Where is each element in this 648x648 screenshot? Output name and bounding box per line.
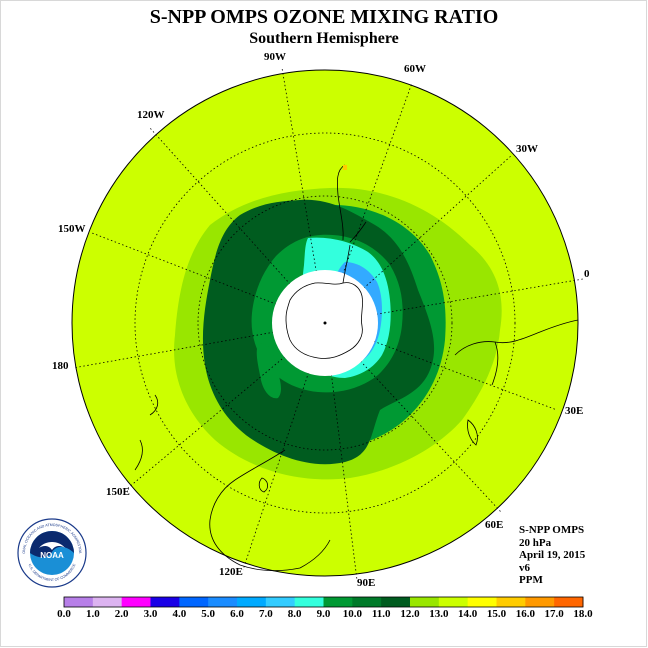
color-bar-tick-label: 0.0	[57, 608, 71, 620]
color-bar-tick-label: 7.0	[258, 608, 273, 620]
lon-label-90e: 90E	[357, 577, 376, 589]
color-bar-tick-label: 18.0	[573, 608, 593, 620]
lon-label-90w: 90W	[264, 51, 286, 63]
color-bar-tick-label: 14.0	[458, 608, 478, 620]
lon-label-0: 0	[584, 268, 590, 280]
map-boundary	[71, 69, 579, 577]
info-version: v6	[519, 561, 530, 574]
lon-label-150e: 150E	[106, 486, 130, 498]
new-zealand	[134, 439, 143, 471]
pole-marker	[323, 321, 327, 325]
color-bar-tick-label: 2.0	[114, 608, 129, 620]
lon-label-120w: 120W	[137, 109, 165, 121]
lon-label-60e: 60E	[485, 519, 504, 531]
south-america-coast	[337, 164, 346, 241]
lon-label-150w: 150W	[58, 223, 86, 235]
lon-label-30e: 30E	[565, 405, 584, 417]
color-bar-tick-label: 13.0	[429, 608, 449, 620]
lon-label-120e: 120E	[219, 566, 243, 578]
info-units: PPM	[519, 574, 543, 586]
africa-coast	[454, 319, 579, 356]
new-zealand-2	[149, 394, 159, 416]
africa-coast-2	[491, 341, 499, 386]
info-level: 20 hPa	[519, 536, 552, 549]
info-date: April 19, 2015	[519, 549, 586, 561]
lon-label-60w: 60W	[404, 63, 426, 75]
color-bar-tick-label: 1.0	[85, 608, 100, 620]
color-bar-tick-label: 6.0	[230, 608, 244, 620]
color-bar-tick-label: 12.0	[400, 608, 420, 620]
south-america-coast-2	[349, 221, 367, 243]
color-bar-tick-label: 4.0	[172, 608, 187, 620]
antarctic-peninsula	[342, 244, 351, 284]
color-bar-tick-label: 11.0	[371, 608, 391, 620]
info-instrument: S-NPP OMPS	[519, 524, 585, 536]
australia-coast-2	[299, 539, 331, 569]
lon-label-180: 180	[52, 360, 69, 372]
color-bar-tick-label: 5.0	[201, 608, 216, 620]
lon-label-30w: 30W	[516, 143, 538, 155]
tasmania	[258, 477, 268, 493]
noaa-logo-text: NOAA	[40, 551, 64, 560]
australia-coast	[209, 449, 301, 572]
color-bar-tick-label: 10.0	[342, 608, 362, 620]
color-bar-tick-label: 8.0	[287, 608, 302, 620]
map-title: S-NPP OMPS OZONE MIXING RATIO	[149, 6, 499, 28]
map-subtitle: Southern Hemisphere	[249, 30, 399, 47]
noaa-logo: NOAA NATIONAL OCEANIC AND ATMOSPHERIC AD…	[17, 518, 87, 588]
color-bar-tick-label: 15.0	[486, 608, 507, 620]
medium-green-notch	[256, 343, 282, 399]
madagascar	[467, 419, 478, 446]
orange-speck	[343, 165, 347, 170]
color-bar-tick-label: 16.0	[515, 608, 535, 620]
antarctica-coast	[285, 282, 363, 359]
info-block: S-NPP OMPS 20 hPa April 19, 2015 v6 PPM	[519, 524, 585, 587]
color-bar-tick-label: 3.0	[143, 608, 158, 620]
color-bar-tick-label: 9.0	[316, 608, 331, 620]
coastlines	[134, 164, 579, 572]
color-bar-tick-label: 17.0	[544, 608, 564, 620]
